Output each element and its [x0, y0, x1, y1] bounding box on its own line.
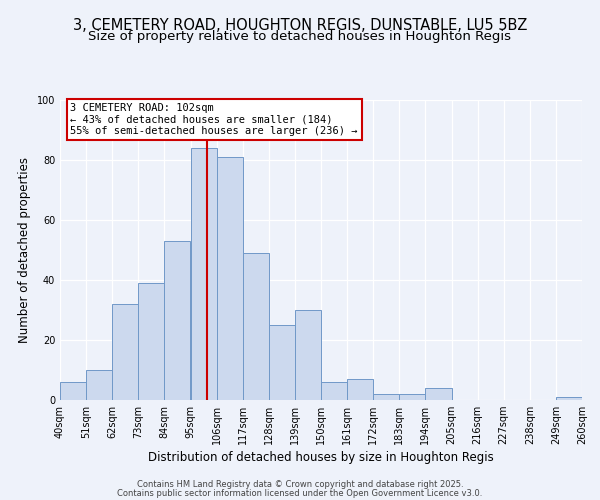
Bar	[400, 394, 425, 400]
Text: Size of property relative to detached houses in Houghton Regis: Size of property relative to detached ho…	[89, 30, 511, 43]
Bar	[295, 310, 321, 400]
X-axis label: Distribution of detached houses by size in Houghton Regis: Distribution of detached houses by size …	[148, 452, 494, 464]
Bar	[112, 304, 138, 400]
Bar	[86, 370, 112, 400]
Bar	[164, 241, 190, 400]
Text: 3, CEMETERY ROAD, HOUGHTON REGIS, DUNSTABLE, LU5 5BZ: 3, CEMETERY ROAD, HOUGHTON REGIS, DUNSTA…	[73, 18, 527, 32]
Bar	[321, 382, 347, 400]
Text: Contains public sector information licensed under the Open Government Licence v3: Contains public sector information licen…	[118, 489, 482, 498]
Bar	[60, 382, 86, 400]
Y-axis label: Number of detached properties: Number of detached properties	[18, 157, 31, 343]
Bar	[425, 388, 452, 400]
Bar	[373, 394, 400, 400]
Bar	[217, 157, 242, 400]
Bar	[269, 325, 295, 400]
Text: 3 CEMETERY ROAD: 102sqm
← 43% of detached houses are smaller (184)
55% of semi-d: 3 CEMETERY ROAD: 102sqm ← 43% of detache…	[70, 103, 358, 136]
Bar	[191, 148, 217, 400]
Bar	[556, 397, 582, 400]
Text: Contains HM Land Registry data © Crown copyright and database right 2025.: Contains HM Land Registry data © Crown c…	[137, 480, 463, 489]
Bar	[138, 283, 164, 400]
Bar	[242, 253, 269, 400]
Bar	[347, 379, 373, 400]
